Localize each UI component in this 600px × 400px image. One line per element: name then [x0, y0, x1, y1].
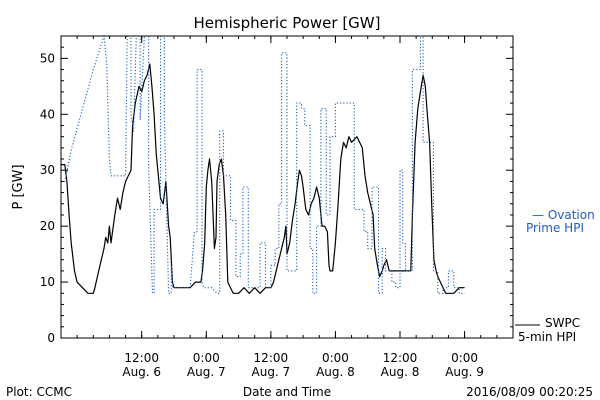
x-tick-label-time-2: 12:00: [254, 351, 289, 365]
x-tick-label-date-4: Aug. 8: [381, 365, 420, 379]
x-tick-label-time-0: 12:00: [124, 351, 159, 365]
series-line-ovation-prime-hpi: [61, 35, 465, 294]
x-tick-label-time-1: 0:00: [193, 351, 220, 365]
series-layer: [61, 35, 465, 294]
legend-swpc-label-2: 5-min HPI: [518, 330, 576, 344]
y-tick-label-30: 30: [40, 163, 55, 177]
x-tick-label-time-3: 0:00: [322, 351, 349, 365]
x-tick-label-date-0: Aug. 6: [122, 365, 161, 379]
plot-timestamp: 2016/08/09 00:20:25: [466, 385, 593, 399]
legend: — Ovation Prime HPI SWPC 5-min HPI: [515, 208, 595, 344]
x-tick-label-date-1: Aug. 7: [187, 365, 226, 379]
legend-ovation-label: — Ovation: [532, 208, 595, 222]
y-tick-label-50: 50: [40, 51, 55, 65]
y-tick-label-10: 10: [40, 275, 55, 289]
legend-swpc-label: SWPC: [545, 316, 580, 330]
x-tick-label-date-2: Aug. 7: [252, 365, 291, 379]
y-axis-label: P [GW]: [11, 164, 26, 209]
y-tick-label-40: 40: [40, 107, 55, 121]
y-tick-label-20: 20: [40, 219, 55, 233]
series-line-swpc-5-min-hpi: [61, 63, 465, 294]
chart-title: Hemispheric Power [GW]: [194, 14, 381, 32]
y-tick-label-0: 0: [47, 331, 55, 345]
x-tick-label-date-3: Aug. 8: [316, 365, 355, 379]
legend-ovation-label-2: Prime HPI: [526, 221, 584, 235]
plot-credit: Plot: CCMC: [6, 385, 72, 399]
x-tick-label-time-5: 0:00: [451, 351, 478, 365]
x-axis-label: Date and Time: [243, 385, 331, 399]
x-tick-label-date-5: Aug. 9: [445, 365, 484, 379]
x-tick-label-time-4: 12:00: [383, 351, 418, 365]
